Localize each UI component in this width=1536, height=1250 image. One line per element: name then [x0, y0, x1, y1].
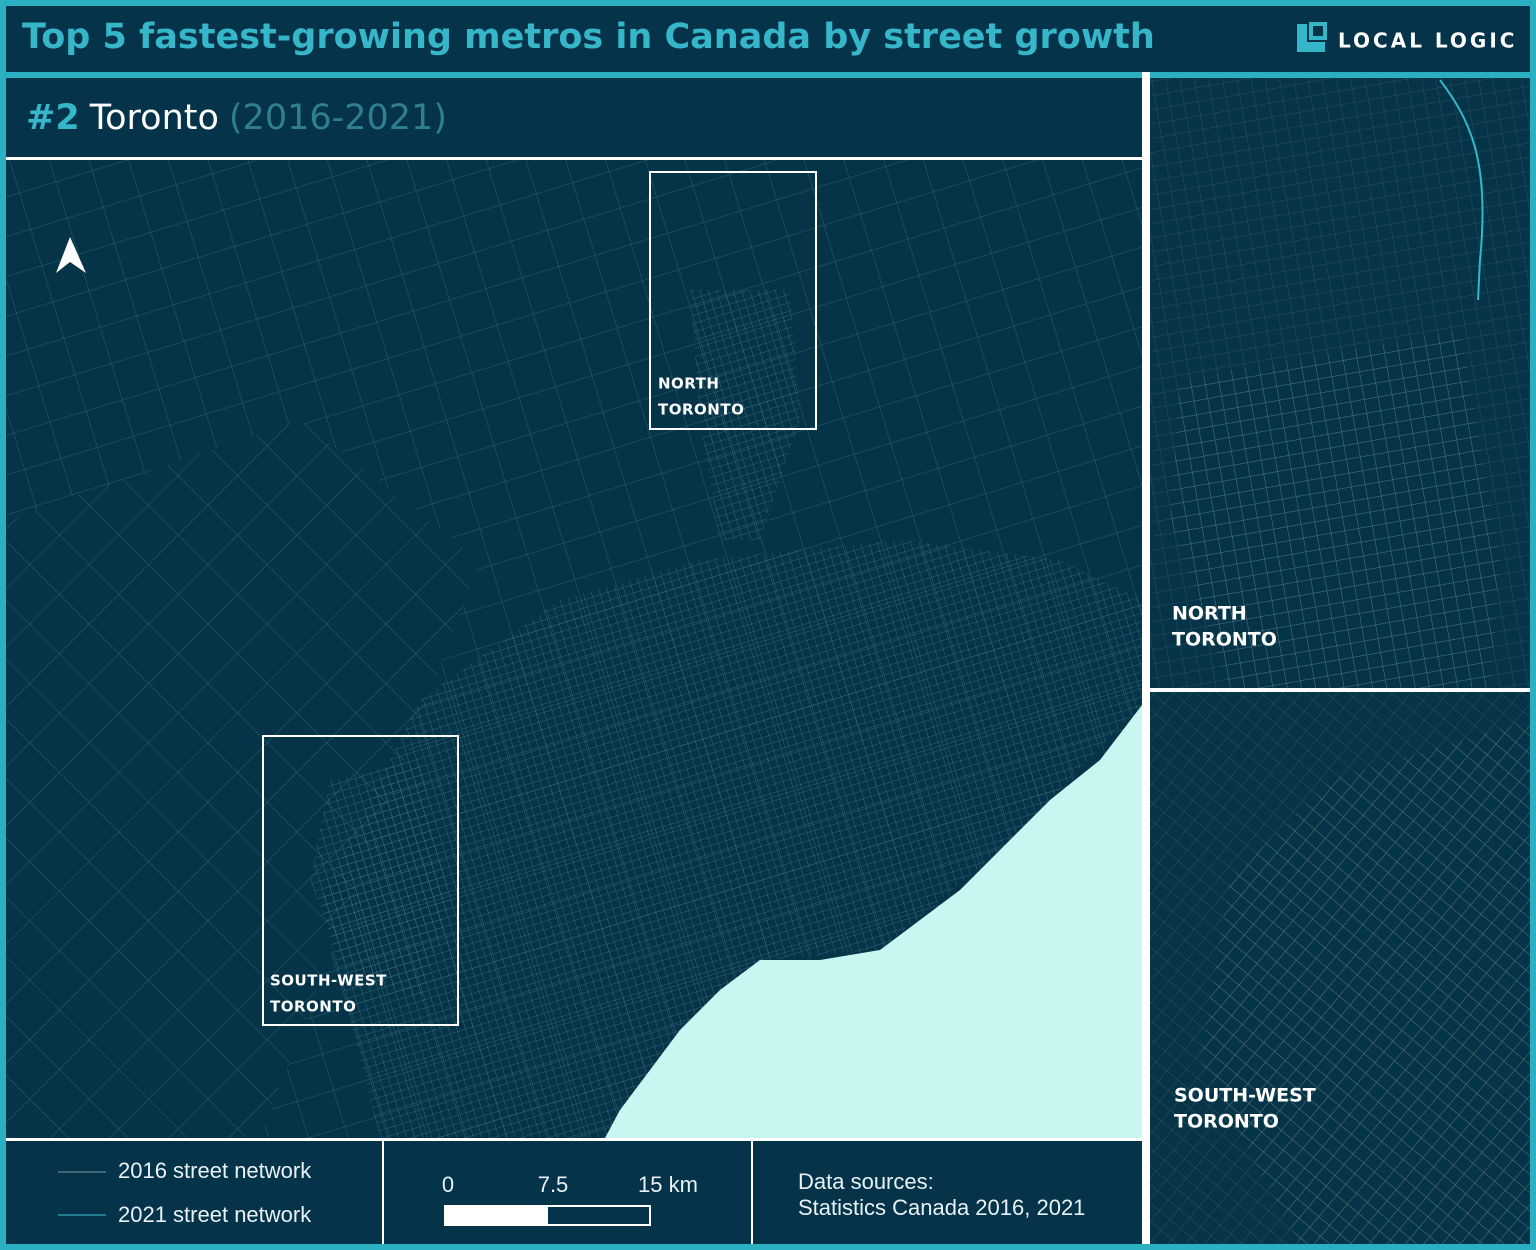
scale-label: 15 km	[638, 1172, 698, 1197]
inset-box	[262, 735, 459, 1026]
inset-label: NORTH	[1172, 603, 1247, 625]
urban-streets	[320, 540, 1142, 1138]
inset-box	[649, 171, 817, 430]
urban-streets	[690, 290, 800, 540]
city: Toronto	[89, 98, 219, 138]
logo: LOCAL LOGIC	[1297, 22, 1517, 53]
box-label: SOUTH-WEST	[270, 972, 387, 990]
street-network	[1200, 720, 1530, 1244]
logo-text: LOCAL LOGIC	[1338, 29, 1517, 53]
legend-label: 2016 street network	[118, 1158, 312, 1183]
urban-streets	[310, 760, 450, 1000]
panel-title: #2 Toronto (2016-2021)	[26, 98, 447, 138]
inset-label: TORONTO	[1172, 629, 1277, 651]
inset-label: SOUTH-WEST	[1174, 1085, 1316, 1107]
logo-icon	[1297, 42, 1325, 52]
period: (2016-2021)	[229, 98, 447, 138]
inset-label: TORONTO	[1174, 1111, 1279, 1133]
scale-bar	[445, 1206, 548, 1225]
divider	[751, 1141, 753, 1244]
source: Statistics Canada 2016, 2021	[798, 1195, 1085, 1220]
title: Top 5 fastest-growing metros in Canada b…	[22, 17, 1155, 57]
street-network	[6, 420, 480, 1138]
divider	[382, 1141, 384, 1244]
north-inset: NORTH TORONTO	[1150, 78, 1530, 688]
box-label: TORONTO	[270, 998, 356, 1016]
source: Data sources:	[798, 1169, 934, 1194]
divider	[1142, 72, 1150, 1244]
box-label: NORTH	[658, 375, 719, 393]
footer	[6, 1141, 1142, 1244]
scale-label: 0	[442, 1172, 454, 1197]
scale-label: 7.5	[538, 1172, 569, 1197]
highway	[1439, 79, 1484, 301]
logo-icon	[1297, 24, 1307, 52]
lake-ontario	[605, 705, 1142, 1138]
box-label: TORONTO	[658, 401, 744, 419]
divider	[6, 1138, 1142, 1141]
north-arrow	[56, 237, 86, 273]
main-map: NORTH TORONTO SOUTH-WEST TORONTO	[6, 160, 1142, 1138]
divider	[6, 157, 1142, 160]
rank: #2	[26, 98, 80, 138]
south-west-inset: SOUTH-WEST TORONTO	[1150, 692, 1530, 1244]
legend-label: 2021 street network	[118, 1202, 312, 1227]
divider	[1150, 688, 1530, 692]
logo-icon	[1309, 22, 1327, 40]
street-network	[1170, 330, 1500, 688]
panel-header	[6, 78, 1142, 158]
title-bar	[6, 6, 1530, 72]
